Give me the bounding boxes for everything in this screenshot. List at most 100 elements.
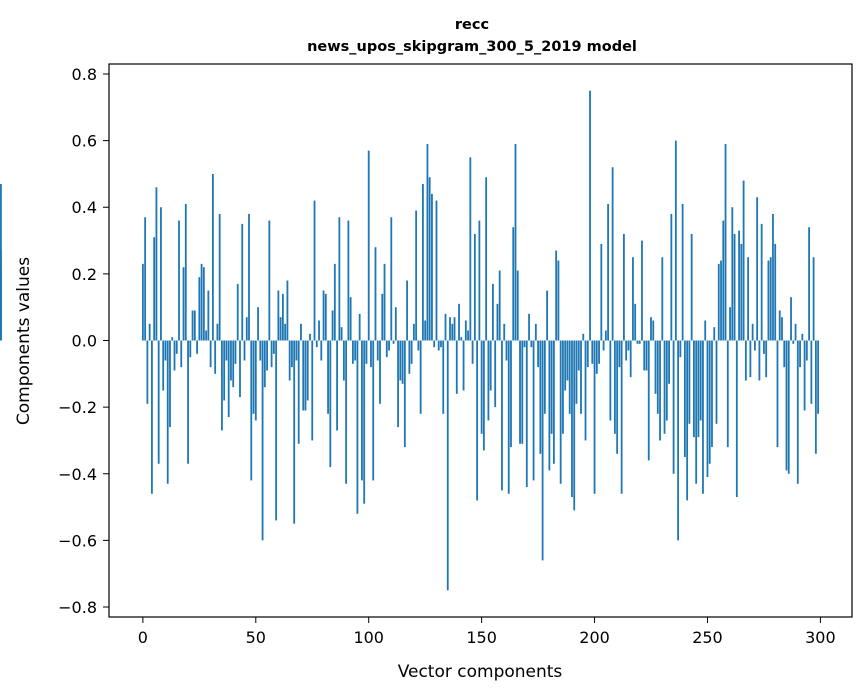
bar-26 [200,263,203,341]
bar-237 [677,340,680,541]
bar-275 [763,340,765,354]
bar-200 [593,340,596,494]
bar-277 [767,260,770,341]
bar-170 [525,340,528,488]
bar-256 [720,260,722,341]
y-tick-label: 0.0 [72,332,97,351]
bar-48 [250,340,253,481]
bar-157 [496,303,499,341]
bar-29 [207,290,210,341]
bar-38 [227,340,230,418]
bar-213 [623,233,625,341]
bar-196 [584,340,587,441]
bar-88 [340,327,343,341]
bar-59 [275,340,278,521]
bar-37 [225,340,228,361]
bar-133 [442,340,445,414]
bar-190 [571,340,573,498]
bar-71 [302,340,305,411]
bar-236 [674,140,677,341]
bar-160 [503,323,506,341]
bar-146 [471,340,474,364]
chart-title-line-1: recc [455,17,489,33]
bar-299 [817,340,820,414]
bar-43 [239,340,241,398]
bar-128 [431,193,433,341]
x-tick-label: 0 [138,628,148,647]
x-tick-label: 200 [579,628,610,647]
y-tick-label: −0.2 [58,398,97,417]
bar-231 [663,340,666,434]
bar-180 [548,340,551,471]
bar-58 [272,340,275,354]
bar-41 [234,340,237,364]
bar-10 [164,340,167,361]
bar-217 [632,257,634,341]
x-tick-label: 50 [246,628,266,647]
bar-252 [711,340,713,448]
bar-98 [363,340,366,504]
bar-198 [589,90,591,341]
bar-247 [699,340,702,421]
bar-70 [300,323,302,341]
bar-208 [611,167,614,341]
bar-150 [480,340,483,434]
bar-184 [557,260,560,341]
bar-261 [731,207,734,341]
bar-63 [284,323,287,341]
bar-87 [338,217,341,341]
bar-168 [521,340,524,444]
bar-66 [291,340,293,368]
y-axis-label: Components values [14,257,34,425]
bar-293 [803,340,806,411]
bar-17 [180,340,183,368]
bar-270 [751,323,754,341]
bar-undefined [0,250,2,341]
bar-210 [616,340,619,454]
bar-246 [697,340,700,438]
bar-67 [293,340,296,524]
bar-281 [776,340,779,448]
bar-73 [306,340,309,401]
bar-115 [401,340,404,384]
bar-95 [356,340,359,514]
bar-108 [385,340,388,358]
bar-77 [315,340,318,348]
bar-130 [435,200,438,341]
plot-frame [108,63,853,618]
bar-245 [695,340,698,484]
y-axis-ticks: −0.8 −0.6 −0.4 −0.2 0.0 0.2 0.4 0.6 0.8 [58,65,109,617]
bar-234 [670,213,673,341]
bar-6 [155,187,158,341]
bar-216 [629,340,632,378]
bar-254 [715,340,718,424]
bar-14 [173,340,176,371]
bar-34 [218,213,221,341]
bar-159 [501,340,503,491]
bar-148 [476,340,479,501]
bar-156 [494,340,497,408]
bar-107 [383,263,386,341]
bar-151 [482,340,485,451]
bar-289 [794,323,797,341]
bar-145 [469,157,472,341]
bar-197 [586,340,589,368]
bar-42 [236,283,239,341]
bar-124 [422,183,424,341]
x-tick-label: 100 [353,628,384,647]
bar-15 [175,340,178,354]
bar-7 [157,340,160,464]
bar-199 [591,340,594,364]
bar-241 [686,340,689,501]
bar-50 [254,340,257,421]
x-tick-label: 300 [805,628,836,647]
bar-267 [744,340,747,381]
bar-223 [645,340,648,371]
bar-195 [582,333,585,341]
bar-69 [297,340,300,444]
bar-172 [530,340,533,348]
y-tick-label: 0.4 [72,198,97,217]
bar-80 [322,290,325,341]
bar-248 [702,340,704,494]
